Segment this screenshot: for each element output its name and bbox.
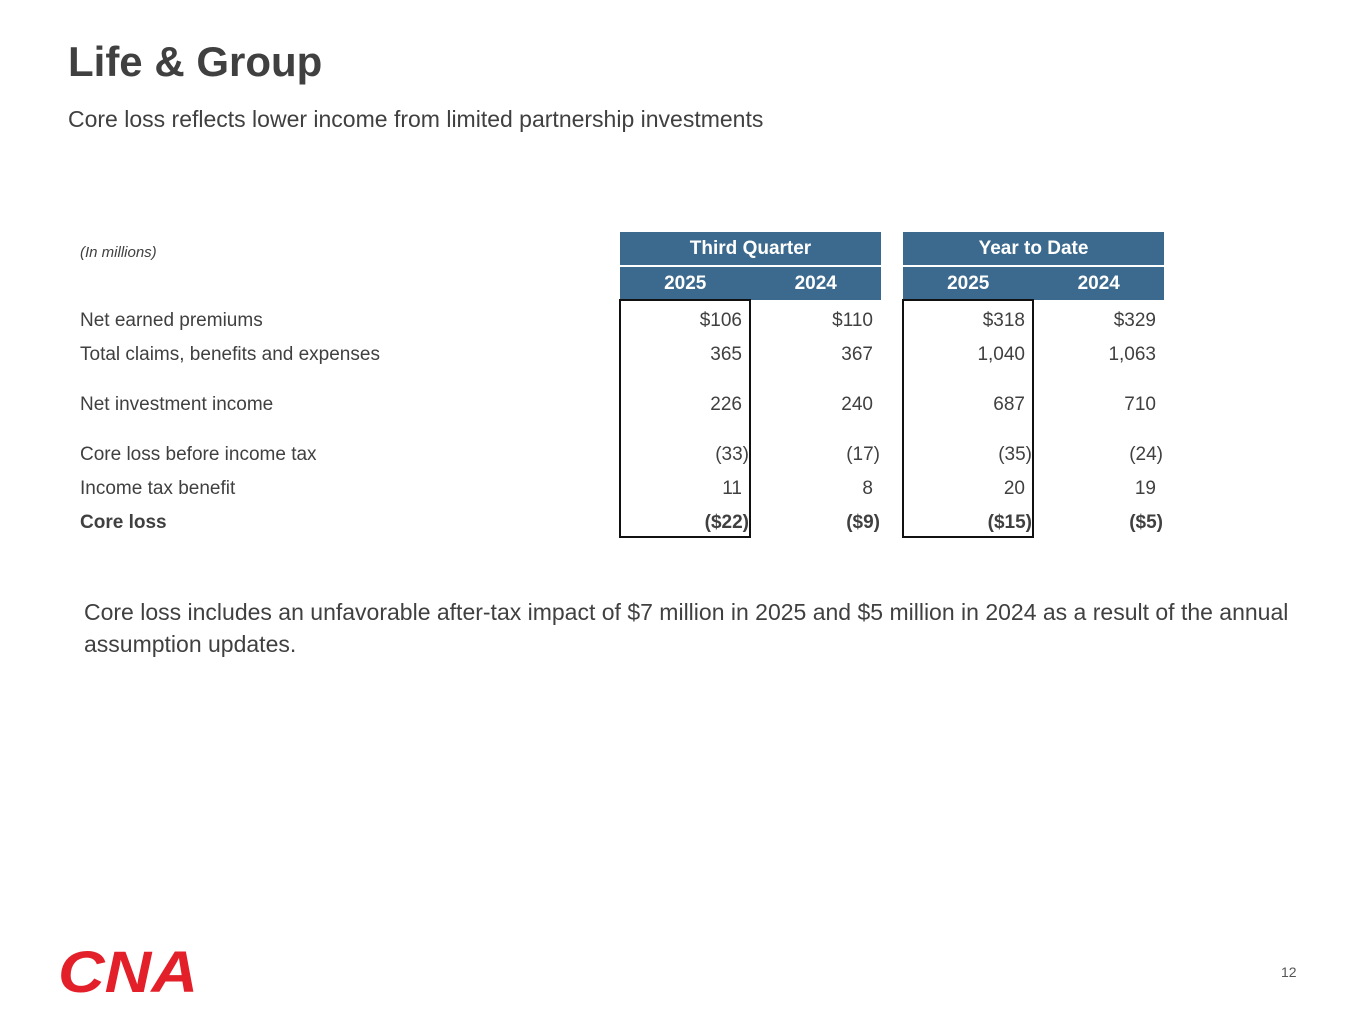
table-cell: 19: [1134, 478, 1156, 499]
table-cell: (17): [846, 444, 880, 465]
table-cell: 710: [1124, 394, 1156, 415]
table-cell: 20: [1003, 478, 1025, 499]
table-cell: 365: [710, 344, 742, 365]
table-cell: 240: [841, 394, 873, 415]
table-cell: (33): [715, 444, 749, 465]
group-header-year-to-date: Year to Date: [903, 232, 1164, 265]
units-note: (In millions): [80, 244, 157, 261]
table-cell: 8: [862, 478, 873, 499]
year-header-row-quarter: 2025 2024: [620, 267, 881, 300]
table-cell: 226: [710, 394, 742, 415]
table-cell: $329: [1113, 310, 1156, 331]
row-label: Net investment income: [80, 394, 274, 415]
footnote: Core loss includes an unfavorable after-…: [84, 599, 1289, 657]
page-title: Life & Group: [68, 38, 323, 85]
table-cell: $110: [832, 310, 873, 331]
page-number: 12: [1281, 964, 1297, 980]
year-header: 2025: [947, 272, 990, 294]
table-cell: ($22): [704, 512, 749, 533]
row-label: Total claims, benefits and expenses: [80, 344, 380, 365]
table-cell: (35): [998, 444, 1032, 465]
page-subtitle: Core loss reflects lower income from lim…: [68, 106, 764, 132]
row-label: Income tax benefit: [80, 478, 236, 499]
table-cell: 11: [722, 478, 742, 499]
table-cell: 1,040: [977, 344, 1025, 365]
row-label: Core loss: [80, 512, 167, 533]
year-header: 2024: [1077, 272, 1120, 294]
year-header: 2024: [794, 272, 837, 294]
table-cell: ($5): [1129, 512, 1163, 533]
table-cell: 367: [841, 344, 873, 365]
table-cell: (24): [1129, 444, 1163, 465]
table-cell: $106: [699, 310, 742, 331]
table-cell: ($9): [846, 512, 880, 533]
year-header: 2025: [664, 272, 707, 294]
table-cell: 687: [993, 394, 1025, 415]
highlight-box-ytd-2025: [902, 299, 1034, 538]
table-cell: ($15): [987, 512, 1032, 533]
group-header-third-quarter: Third Quarter: [620, 232, 881, 265]
svg-text:CNA: CNA: [58, 948, 198, 994]
row-label: Net earned premiums: [80, 310, 263, 331]
cna-logo: CNA: [58, 940, 200, 1005]
table-cell: 1,063: [1108, 344, 1156, 365]
highlight-box-q3-2025: [619, 299, 751, 538]
table-cell: $318: [982, 310, 1025, 331]
year-header-row-ytd: 2025 2024: [903, 267, 1164, 300]
row-label: Core loss before income tax: [80, 444, 317, 465]
